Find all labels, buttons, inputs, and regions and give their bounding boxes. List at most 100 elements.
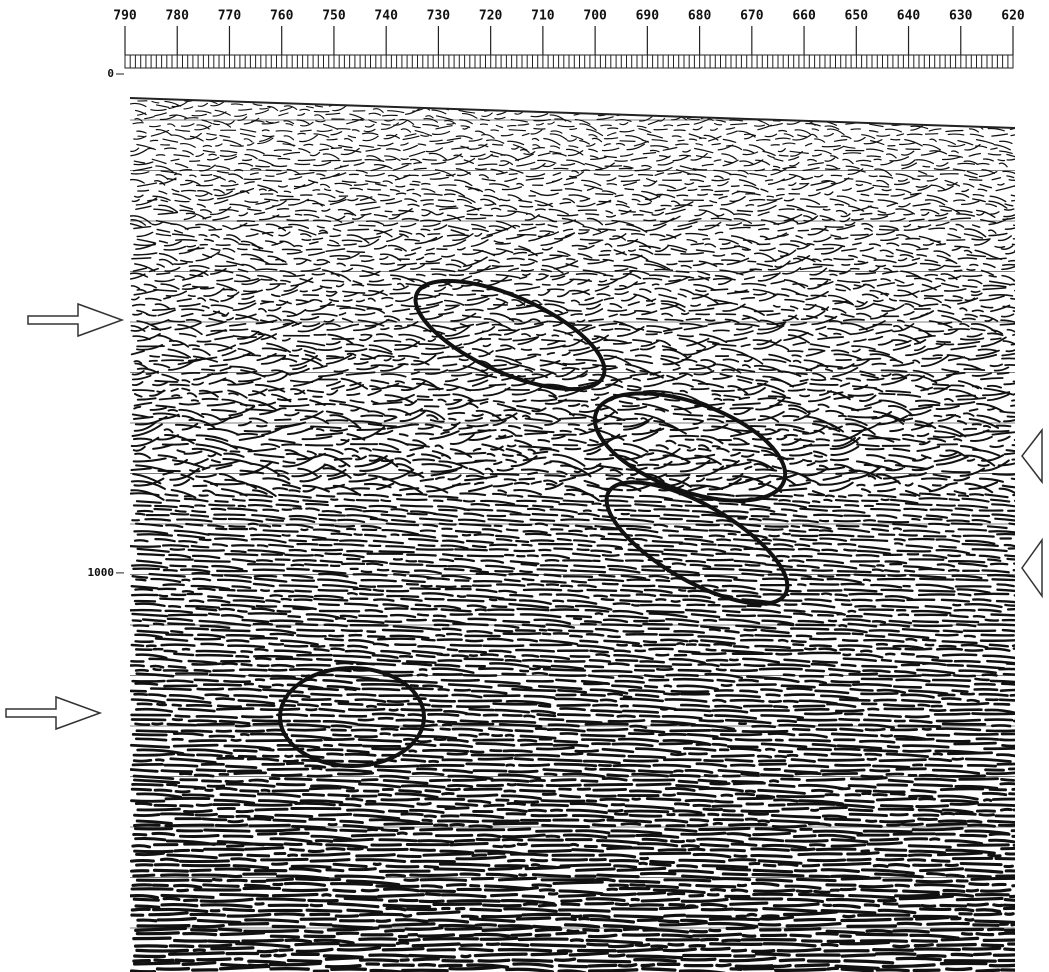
reflector-strokes bbox=[133, 287, 1014, 305]
reflector-strokes bbox=[132, 162, 1015, 177]
reflector-strokes bbox=[136, 915, 1015, 925]
reflector-strokes bbox=[133, 597, 1015, 606]
reflector-strokes bbox=[130, 215, 1015, 233]
reflector-strokes bbox=[132, 461, 1015, 486]
reflector-strokes bbox=[135, 557, 1015, 565]
reflector-strokes bbox=[137, 98, 1015, 107]
x-tick-label: 760 bbox=[270, 9, 294, 24]
reflector-strokes bbox=[137, 182, 1015, 198]
reflector-strokes bbox=[130, 147, 1015, 162]
reflector-strokes bbox=[130, 657, 1015, 666]
reflector-strokes bbox=[133, 397, 1015, 423]
reflector-strokes bbox=[136, 137, 1011, 152]
x-tick-label: 660 bbox=[792, 9, 816, 24]
reflector-strokes bbox=[134, 901, 1015, 909]
reflector-strokes bbox=[131, 761, 1015, 769]
reflector-strokes bbox=[130, 687, 1015, 695]
reflector-strokes bbox=[130, 741, 1015, 751]
reflector-strokes bbox=[130, 212, 1015, 229]
reflector-strokes bbox=[136, 921, 1015, 931]
reflector-strokes bbox=[133, 940, 1015, 949]
reflector-strokes bbox=[133, 692, 1015, 701]
minor-tick-lines bbox=[124, 55, 1009, 68]
reflector-strokes bbox=[136, 333, 1015, 353]
reflector-strokes bbox=[132, 936, 1015, 945]
reflector-strokes bbox=[136, 627, 1015, 635]
reflector-strokes bbox=[137, 129, 1015, 142]
reflector-strokes bbox=[130, 661, 1015, 671]
reflector-strokes bbox=[132, 117, 1015, 131]
reflector-strokes bbox=[131, 290, 1015, 308]
x-tick-label: 670 bbox=[740, 9, 764, 24]
reflector-strokes bbox=[133, 846, 1015, 856]
reflector-strokes bbox=[136, 547, 1015, 555]
reflector-strokes bbox=[135, 197, 1014, 214]
reflector-strokes bbox=[130, 905, 1015, 915]
reflector-strokes bbox=[136, 339, 1015, 359]
reflector-strokes bbox=[135, 242, 1015, 259]
reflector-strokes bbox=[130, 642, 1015, 651]
reflector-strokes bbox=[134, 647, 1015, 656]
reflector-strokes bbox=[132, 894, 1015, 906]
reflector-strokes bbox=[131, 192, 1015, 209]
x-tick-label: 620 bbox=[1001, 9, 1025, 24]
reflector-strokes bbox=[135, 201, 1015, 218]
reflector-strokes bbox=[135, 671, 1015, 681]
reflector-strokes bbox=[135, 512, 1015, 520]
reflector-strokes bbox=[136, 701, 1011, 711]
reflector-strokes bbox=[130, 265, 1015, 283]
reflector-strokes bbox=[130, 433, 1015, 453]
reflector-strokes bbox=[136, 232, 1015, 250]
reflector-strokes bbox=[133, 245, 1015, 265]
reflector-strokes bbox=[132, 502, 1015, 512]
reflector-strokes bbox=[136, 177, 1015, 192]
y-tick-label: 0 bbox=[107, 67, 114, 80]
reflector-strokes bbox=[134, 587, 1015, 595]
x-tick-label: 630 bbox=[949, 9, 973, 24]
arrows bbox=[5, 302, 1043, 731]
reflector-strokes bbox=[130, 562, 1015, 571]
reflector-strokes bbox=[134, 602, 1015, 611]
reflector-strokes bbox=[134, 632, 1015, 640]
reflector-strokes bbox=[132, 756, 1012, 765]
reflector-strokes bbox=[130, 465, 1015, 490]
reflector-strokes bbox=[130, 582, 1015, 591]
arrow bbox=[27, 302, 125, 338]
reflector-strokes bbox=[130, 886, 1012, 896]
reflector-strokes bbox=[131, 612, 1015, 620]
reflector-strokes bbox=[132, 771, 1015, 781]
reflector-strokes bbox=[131, 517, 1015, 524]
reflector-strokes bbox=[132, 776, 1015, 785]
reflector-strokes bbox=[136, 791, 1015, 801]
x-tick-label: 700 bbox=[583, 9, 607, 24]
reflector-strokes bbox=[132, 751, 1015, 759]
reflector-strokes bbox=[133, 351, 1015, 369]
reflector-strokes bbox=[135, 727, 1015, 734]
reflector-strokes bbox=[132, 447, 1015, 471]
reflector-strokes bbox=[134, 682, 1015, 691]
x-tick-label: 710 bbox=[531, 9, 555, 24]
reflector-strokes bbox=[134, 926, 1015, 935]
annotations bbox=[278, 278, 790, 768]
reflector-strokes bbox=[134, 255, 1015, 274]
reflector-strokes bbox=[135, 861, 1015, 870]
reflector-strokes bbox=[133, 157, 1008, 173]
reflector-strokes bbox=[131, 380, 1015, 401]
reflector-strokes bbox=[130, 315, 1015, 337]
reflector-strokes bbox=[130, 346, 1015, 366]
reflector-strokes bbox=[131, 781, 1015, 791]
reflector-strokes bbox=[131, 841, 1015, 850]
x-tick-label: 720 bbox=[479, 9, 503, 24]
reflector-strokes bbox=[134, 707, 1015, 715]
reflector-strokes bbox=[133, 152, 1015, 167]
reflector-strokes bbox=[135, 931, 1015, 940]
reflector-strokes bbox=[136, 532, 1015, 540]
reflector-strokes bbox=[135, 651, 1015, 661]
reflector-strokes bbox=[130, 206, 1015, 225]
reflector-strokes bbox=[130, 591, 1015, 601]
reflector-strokes bbox=[130, 891, 1015, 901]
arrow bbox=[5, 695, 103, 731]
reflector-strokes bbox=[135, 817, 1015, 825]
reflector-strokes bbox=[134, 801, 1015, 811]
